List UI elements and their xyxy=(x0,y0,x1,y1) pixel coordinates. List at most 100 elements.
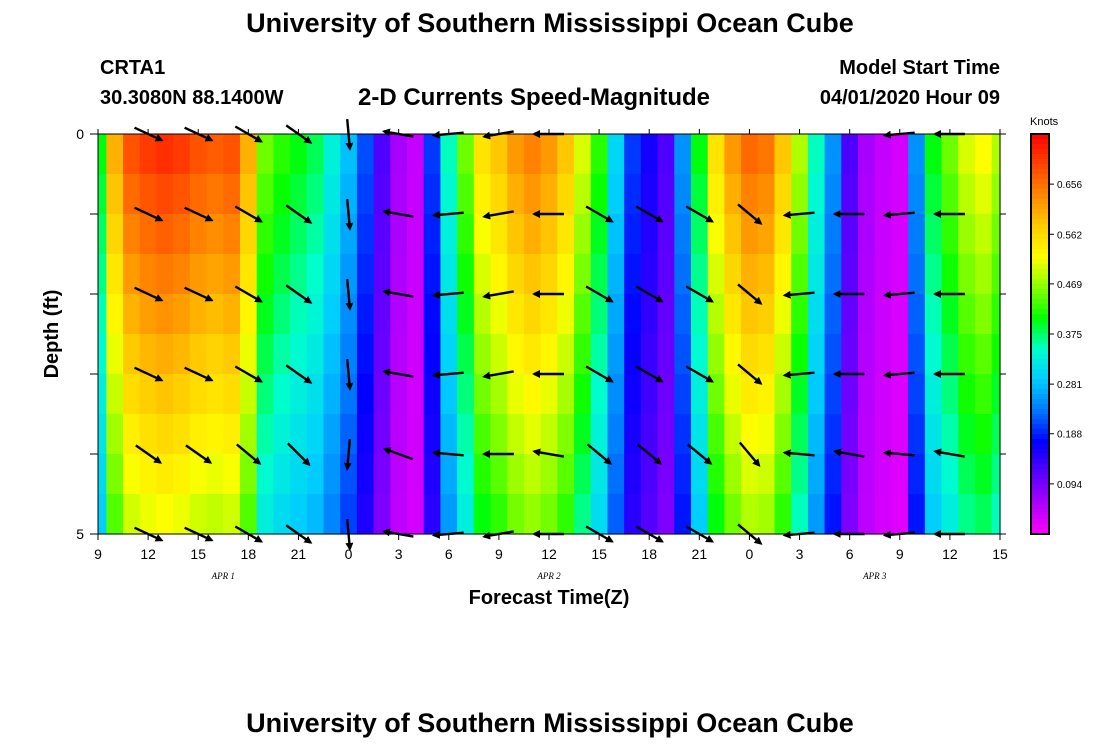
heatmap-cell xyxy=(707,214,725,255)
heatmap-cell xyxy=(707,494,725,535)
heatmap-cell xyxy=(440,214,458,255)
heatmap-cell xyxy=(841,214,859,255)
colorbar-segment xyxy=(1031,224,1049,230)
heatmap-cell xyxy=(724,174,742,215)
heatmap-cell xyxy=(791,414,809,455)
heatmap-cell xyxy=(657,174,675,215)
heatmap-cell xyxy=(958,174,976,215)
heatmap-cell xyxy=(423,494,442,535)
heatmap-cell xyxy=(473,294,492,335)
heatmap-cell xyxy=(724,134,742,175)
heatmap-cell xyxy=(724,334,742,375)
colorbar-segment xyxy=(1031,349,1049,355)
colorbar-segment xyxy=(1031,509,1049,515)
heatmap-cell xyxy=(607,254,625,295)
heatmap-cell xyxy=(540,214,558,255)
heatmap-cell xyxy=(256,294,274,335)
x-tick-label: 18 xyxy=(641,546,657,562)
heatmap-cell xyxy=(306,454,325,495)
heatmap-cell xyxy=(407,374,425,415)
heatmap-cell xyxy=(607,374,625,415)
heatmap-cell xyxy=(707,134,725,175)
heatmap-cell xyxy=(440,254,458,295)
x-tick-label: 3 xyxy=(796,546,804,562)
heatmap-cell xyxy=(407,334,425,375)
heatmap-cell xyxy=(707,414,725,455)
heatmap-cell xyxy=(440,374,458,415)
heatmap-cell xyxy=(290,414,308,455)
heatmap-cell xyxy=(223,134,241,175)
heatmap-cell xyxy=(958,414,976,455)
heatmap-cell xyxy=(189,334,208,375)
current-vector-arrow xyxy=(431,210,464,219)
colorbar-segment xyxy=(1031,164,1049,170)
colorbar-segment xyxy=(1031,189,1049,195)
heatmap-cell xyxy=(523,334,542,375)
heatmap-cell xyxy=(624,334,642,375)
heatmap-cell xyxy=(540,334,558,375)
x-tick-label: 15 xyxy=(190,546,206,562)
current-vector-arrow xyxy=(585,365,614,383)
heatmap-cell xyxy=(858,334,876,375)
current-vector-arrow xyxy=(285,364,313,384)
heatmap-cell xyxy=(507,454,525,495)
heatmap-cell xyxy=(173,414,191,455)
heatmap-cell xyxy=(490,494,508,535)
heatmap-cell xyxy=(724,294,742,335)
x-tick-label: 0 xyxy=(746,546,754,562)
current-vector-arrow xyxy=(236,443,262,465)
heatmap-cell xyxy=(440,414,458,455)
heatmap-cell xyxy=(774,134,792,175)
heatmap-cell xyxy=(139,294,158,335)
heatmap-cell xyxy=(891,414,909,455)
colorbar-segment xyxy=(1031,134,1049,140)
heatmap-cell xyxy=(490,254,508,295)
heatmap-cell xyxy=(958,214,976,255)
heatmap-cell xyxy=(323,414,341,455)
heatmap-cell xyxy=(690,174,709,215)
heatmap-cell xyxy=(607,174,625,215)
heatmap-cell xyxy=(507,254,525,295)
heatmap-cell xyxy=(373,414,391,455)
heatmap-cell xyxy=(173,134,191,175)
current-vector-arrow xyxy=(185,444,213,464)
heatmap-cell xyxy=(256,134,274,175)
heatmap-cell xyxy=(807,454,826,495)
heatmap-cell xyxy=(657,134,675,175)
heatmap-cell xyxy=(223,334,241,375)
heatmap-cell xyxy=(123,174,141,215)
heatmap-cell xyxy=(557,214,575,255)
heatmap-cell xyxy=(189,454,208,495)
heatmap-cell xyxy=(239,174,258,215)
heatmap-cell xyxy=(924,254,943,295)
heatmap-cell xyxy=(356,334,375,375)
heatmap-cell xyxy=(206,254,224,295)
heatmap-cell xyxy=(791,254,809,295)
heatmap-cell xyxy=(774,214,792,255)
heatmap-cell xyxy=(908,174,926,215)
heatmap-cell xyxy=(874,454,893,495)
colorbar-segment xyxy=(1031,409,1049,415)
heatmap-cell xyxy=(156,454,174,495)
heatmap-cell xyxy=(824,254,842,295)
colorbar-segment xyxy=(1031,239,1049,245)
colorbar-segment xyxy=(1031,524,1049,530)
heatmap-cell xyxy=(774,374,792,415)
colorbar-segment xyxy=(1031,304,1049,310)
heatmap-cell xyxy=(824,174,842,215)
current-vector-arrow xyxy=(882,210,915,219)
heatmap-cell xyxy=(373,134,391,175)
heatmap-cell xyxy=(574,414,592,455)
colorbar-segment xyxy=(1031,504,1049,510)
current-vector-arrow xyxy=(234,205,264,223)
colorbar-segment xyxy=(1031,294,1049,300)
colorbar-segment xyxy=(1031,424,1049,430)
heatmap-cell xyxy=(189,134,208,175)
heatmap-cell xyxy=(507,214,525,255)
heatmap-cell xyxy=(256,374,274,415)
current-vector-arrow xyxy=(636,443,663,465)
heatmap-cell xyxy=(323,494,341,535)
heatmap-cell xyxy=(189,214,208,255)
heatmap-cell xyxy=(991,454,1001,495)
colorbar-segment xyxy=(1031,169,1049,175)
